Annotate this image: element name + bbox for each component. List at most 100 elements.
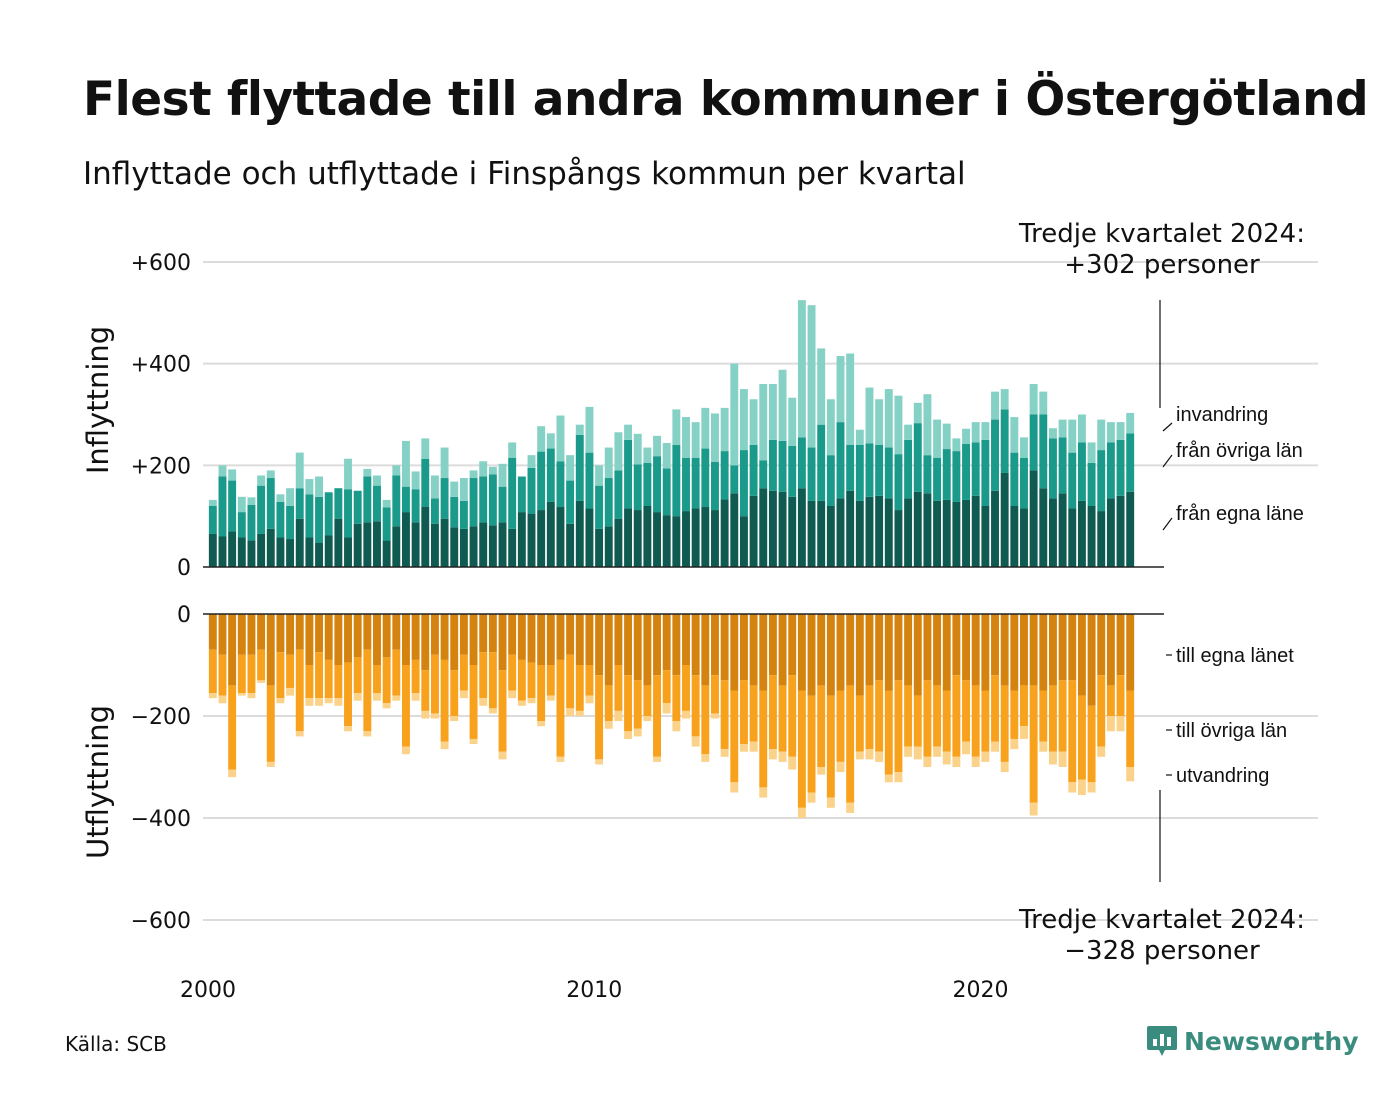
bar-out-out_own-61 <box>797 614 806 691</box>
bar-out-out_own-48 <box>672 614 681 676</box>
bar-out-out_other-54 <box>730 690 739 783</box>
bar-in-in_own-5 <box>257 533 266 567</box>
bar-out-out_own-21 <box>411 614 420 660</box>
bar-out-out_emi-41 <box>604 721 613 729</box>
bar-in-in_other-57 <box>759 460 768 489</box>
bar-in-in_own-2 <box>228 531 237 567</box>
bar-in-in_other-38 <box>575 434 584 501</box>
bar-out-out_emi-94 <box>1116 716 1125 732</box>
label-till-ovriga-lan: till övriga län <box>1176 720 1287 742</box>
bar-in-in_imm-49 <box>682 417 690 458</box>
bar-out-out_own-45 <box>643 614 652 686</box>
bar-in-in_imm-73 <box>913 402 922 424</box>
chart-title: Flest flyttade till andra kommuner i Öst… <box>83 72 1369 127</box>
bar-in-in_other-37 <box>566 480 575 524</box>
bar-in-in_imm-88 <box>1058 419 1067 438</box>
label-invandring: invandring <box>1176 404 1268 426</box>
bar-out-out_own-41 <box>604 614 613 686</box>
bar-in-in_own-66 <box>846 490 855 567</box>
bar-out-out_other-28 <box>479 652 488 699</box>
bar-out-out_own-86 <box>1039 614 1048 691</box>
bar-out-out_emi-37 <box>566 708 575 716</box>
bar-in-in_other-11 <box>315 496 324 543</box>
bar-in-in_own-19 <box>392 526 401 567</box>
bar-out-out_other-60 <box>788 675 797 757</box>
bar-in-in_own-64 <box>826 506 835 567</box>
bar-in-in_own-4 <box>247 540 256 567</box>
bar-out-out_emi-89 <box>1068 782 1077 793</box>
bar-in-in_own-81 <box>991 490 999 567</box>
bar-out-out_other-18 <box>382 657 391 704</box>
bar-in-in_own-35 <box>546 501 555 567</box>
bar-out-out_other-61 <box>797 690 806 808</box>
bar-in-in_imm-41 <box>604 447 613 479</box>
bar-in-in_other-23 <box>430 498 439 524</box>
bar-in-in_imm-31 <box>508 442 517 458</box>
bar-in-in_own-22 <box>421 507 430 567</box>
bar-out-out_other-93 <box>1106 685 1115 716</box>
ytick-bottom-0: 0 <box>177 603 191 628</box>
bar-in-in_own-18 <box>382 540 391 567</box>
bar-out-out_other-73 <box>913 695 922 747</box>
bar-in-in_other-87 <box>1048 438 1057 499</box>
bar-out-out_other-72 <box>904 685 913 747</box>
bar-in-in_own-23 <box>430 523 439 567</box>
chart-subtitle: Inflyttade och utflyttade i Finspångs ko… <box>83 156 966 192</box>
bar-out-out_other-38 <box>575 665 584 711</box>
bar-out-out_emi-77 <box>952 756 961 767</box>
bar-in-in_imm-21 <box>411 471 420 490</box>
bar-out-out_other-7 <box>276 652 285 699</box>
bar-in-in_own-15 <box>353 523 362 567</box>
bar-out-out_emi-32 <box>517 700 526 706</box>
bar-in-in_other-45 <box>643 462 652 506</box>
bar-out-out_own-94 <box>1116 614 1125 676</box>
bar-out-out_other-67 <box>855 695 864 752</box>
bar-out-out_other-4 <box>247 654 256 694</box>
bar-in-in_own-88 <box>1058 493 1067 567</box>
bar-in-in_other-91 <box>1087 462 1096 506</box>
bar-in-in_other-5 <box>257 485 266 534</box>
bar-out-out_emi-8 <box>286 687 295 696</box>
bar-in-in_own-39 <box>585 508 594 567</box>
annotation-top-line2: +302 personer <box>1064 250 1260 280</box>
newsworthy-logo-icon <box>1147 1026 1177 1056</box>
bar-out-out_own-55 <box>739 614 748 681</box>
bar-in-in_other-76 <box>942 449 951 500</box>
bar-out-out_other-57 <box>759 690 768 788</box>
bar-out-out_emi-43 <box>624 731 633 739</box>
bar-in-in_own-55 <box>739 516 748 567</box>
bar-in-in_other-72 <box>904 439 913 499</box>
bar-out-out_emi-48 <box>672 721 681 732</box>
bar-in-in_imm-6 <box>266 470 275 479</box>
bar-in-in_imm-83 <box>1010 417 1019 453</box>
bar-in-in_own-68 <box>865 496 874 567</box>
bar-in-in_imm-7 <box>276 494 285 502</box>
bar-in-in_own-84 <box>1020 508 1028 567</box>
bar-in-in_other-1 <box>218 476 227 537</box>
bar-out-out_emi-57 <box>759 787 768 798</box>
bar-out-out_emi-78 <box>962 741 970 755</box>
bar-in-in_own-33 <box>527 513 536 567</box>
label-fran-egna-lane: från egna läne <box>1176 503 1304 525</box>
bar-out-out_other-43 <box>624 675 633 732</box>
bar-out-out_own-32 <box>517 614 526 660</box>
bar-in-in_own-95 <box>1126 491 1135 567</box>
bar-out-out_other-66 <box>846 685 855 803</box>
bar-out-out_own-60 <box>788 614 797 676</box>
bar-out-out_other-77 <box>952 675 961 757</box>
bar-out-out_emi-12 <box>324 698 333 704</box>
bar-out-out_other-13 <box>334 665 343 699</box>
bar-out-out_own-19 <box>392 614 401 650</box>
bar-in-in_other-70 <box>884 447 893 499</box>
xtick-0: 2000 <box>180 978 236 1000</box>
bar-in-in_other-29 <box>488 474 497 526</box>
bar-in-in_other-16 <box>363 476 372 523</box>
bar-out-out_own-58 <box>768 614 777 676</box>
bar-out-out_emi-28 <box>479 698 488 706</box>
bar-out-out_own-16 <box>363 614 372 650</box>
bar-in-in_other-27 <box>469 478 478 527</box>
bar-out-out_other-79 <box>971 685 980 757</box>
bar-out-out_emi-40 <box>595 759 604 765</box>
bar-in-in_imm-2 <box>228 469 237 481</box>
bar-out-out_other-84 <box>1020 685 1028 727</box>
